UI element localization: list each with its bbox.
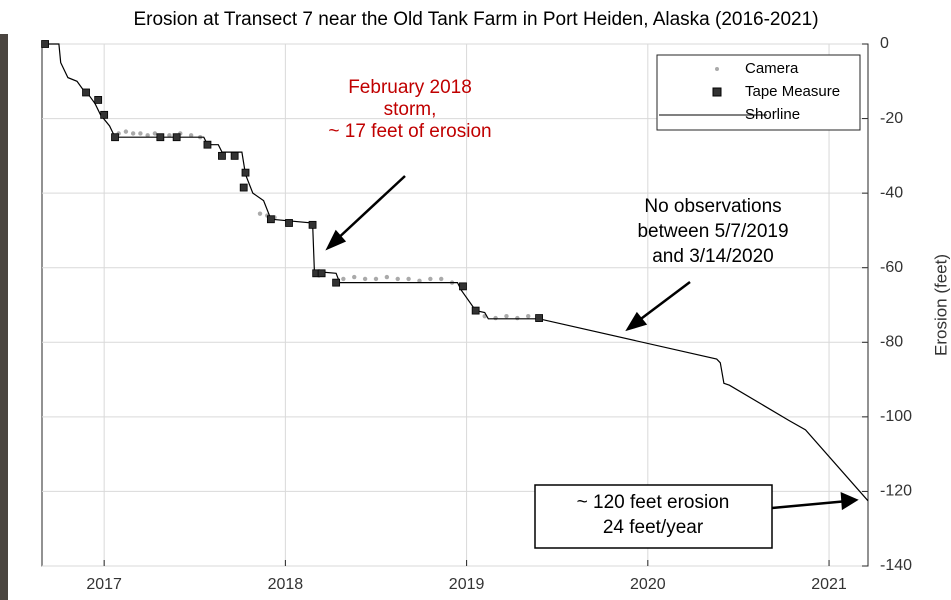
camera-point	[428, 277, 432, 281]
tape-point	[173, 134, 180, 141]
tape-point	[231, 152, 238, 159]
camera-point	[258, 211, 262, 215]
annotation: February 2018	[348, 77, 472, 98]
legend-label: Tape Measure	[745, 83, 840, 100]
tape-point	[333, 279, 340, 286]
y-tick-label: -60	[880, 259, 903, 276]
y-tick-label: -20	[880, 110, 903, 127]
camera-point	[526, 314, 530, 318]
y-tick-label: -40	[880, 184, 903, 201]
camera-point	[124, 129, 128, 133]
tape-point	[536, 315, 543, 322]
x-tick-label: 2020	[630, 576, 666, 593]
y-tick-label: -80	[880, 334, 903, 351]
chart-title: Erosion at Transect 7 near the Old Tank …	[133, 9, 818, 30]
camera-point	[504, 314, 508, 318]
x-tick-label: 2019	[449, 576, 485, 593]
annotation: between 5/7/2019	[637, 221, 788, 242]
annotation: storm,	[384, 99, 437, 120]
y-tick-label: 0	[880, 35, 889, 52]
tape-point	[318, 270, 325, 277]
camera-point	[138, 131, 142, 135]
y-tick-label: -120	[880, 483, 912, 500]
camera-point	[131, 131, 135, 135]
tape-point	[83, 89, 90, 96]
camera-point	[341, 277, 345, 281]
camera-point	[352, 275, 356, 279]
tape-point	[459, 283, 466, 290]
camera-point	[515, 316, 519, 320]
legend-swatch	[715, 67, 719, 71]
tape-point	[157, 134, 164, 141]
camera-point	[374, 277, 378, 281]
camera-point	[363, 277, 367, 281]
legend-swatch	[713, 88, 721, 96]
x-tick-label: 2021	[811, 576, 847, 593]
chart: Erosion at Transect 7 near the Old Tank …	[0, 0, 951, 600]
camera-point	[396, 277, 400, 281]
tape-point	[286, 219, 293, 226]
legend-label: Shorline	[745, 106, 800, 123]
camera-point	[406, 277, 410, 281]
annotation: 24 feet/year	[603, 517, 704, 538]
tape-point	[309, 221, 316, 228]
y-tick-label: -140	[880, 557, 912, 574]
x-tick-label: 2017	[86, 576, 122, 593]
annotation: ~ 120 feet erosion	[577, 492, 730, 513]
photo-edge	[0, 0, 8, 600]
tape-point	[242, 169, 249, 176]
tape-point	[240, 184, 247, 191]
tape-point	[101, 111, 108, 118]
y-tick-label: -100	[880, 408, 912, 425]
annotation: No observations	[644, 196, 781, 217]
annotation: and 3/14/2020	[652, 246, 774, 267]
camera-point	[493, 316, 497, 320]
tape-point	[218, 152, 225, 159]
tape-point	[95, 96, 102, 103]
camera-point	[439, 277, 443, 281]
x-tick-label: 2018	[268, 576, 304, 593]
tape-point	[267, 216, 274, 223]
annotation: ~ 17 feet of erosion	[328, 121, 491, 142]
tape-point	[112, 134, 119, 141]
legend-label: Camera	[745, 60, 799, 77]
tape-point	[42, 41, 49, 48]
camera-point	[385, 275, 389, 279]
tape-point	[204, 141, 211, 148]
tape-point	[472, 307, 479, 314]
y-axis-label: Erosion (feet)	[931, 254, 950, 356]
